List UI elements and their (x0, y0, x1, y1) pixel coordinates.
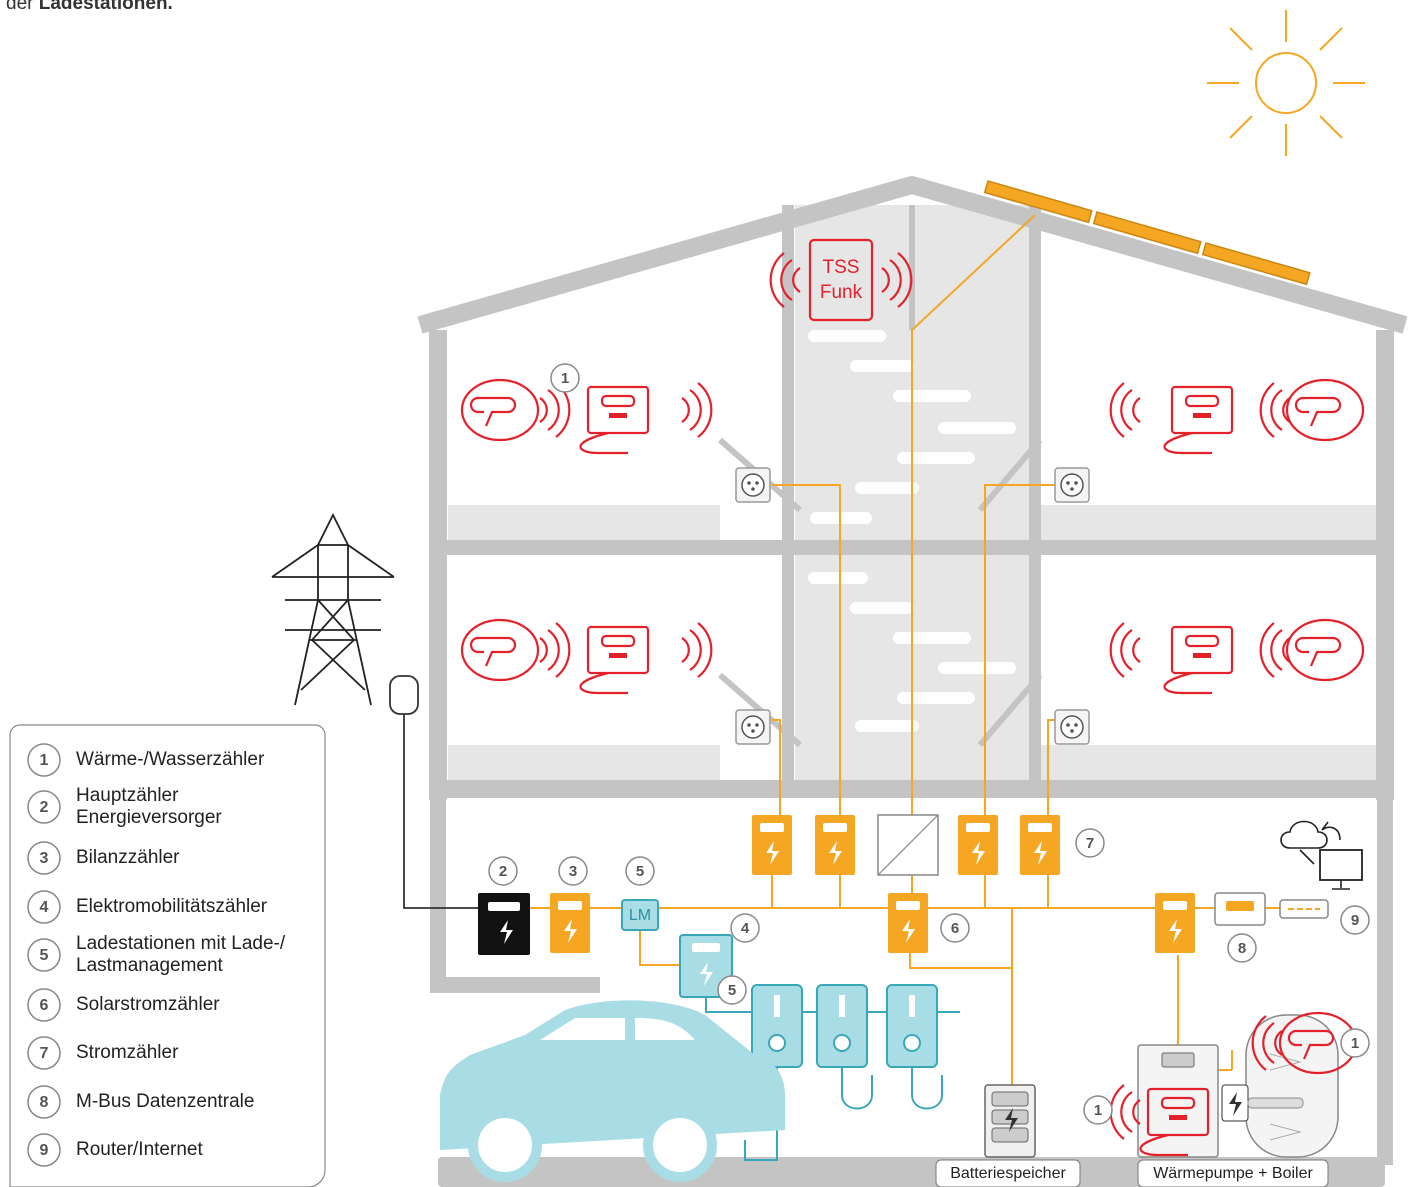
legend-label: Elektromobilitätszähler (76, 896, 268, 917)
legend-label: Solarstromzähler (76, 994, 220, 1015)
diagram: der Ladestationen. TSS (0, 0, 1418, 1187)
number: 7 (40, 1045, 49, 1062)
power-pylon (272, 515, 394, 705)
number: 4 (40, 899, 49, 916)
number: 3 (40, 850, 49, 867)
number: 2 (499, 863, 507, 880)
connection-box (390, 676, 418, 714)
number: 1 (1094, 1102, 1102, 1119)
battery-label: Batteriespeicher (950, 1165, 1066, 1182)
number: 2 (40, 799, 49, 816)
legend-label: Lastmanagement (76, 955, 224, 976)
legend-label: Wärme-/Wasserzähler (76, 749, 265, 770)
number: 8 (40, 1094, 49, 1111)
number: 1 (1351, 1035, 1359, 1052)
meters (478, 815, 1362, 955)
legend-label: Stromzähler (76, 1042, 179, 1063)
legend-label: Energieversorger (76, 807, 222, 828)
number: 9 (1351, 912, 1359, 929)
number: 1 (40, 752, 49, 769)
header-prefix: der (6, 0, 34, 14)
heat-pump-boiler (1111, 1013, 1356, 1157)
lm-label: LM (629, 907, 651, 924)
number: 5 (40, 947, 49, 964)
sun (1207, 10, 1365, 156)
legend-label: Ladestationen mit Lade-/ (76, 933, 286, 954)
legend-label: Bilanzzähler (76, 847, 180, 868)
number: 4 (741, 920, 750, 937)
battery (985, 1085, 1035, 1157)
header: der Ladestationen. (6, 0, 173, 14)
number: 1 (561, 370, 569, 387)
number: 9 (40, 1142, 49, 1159)
number: 5 (636, 863, 644, 880)
legend-label: M-Bus Datenzentrale (76, 1091, 254, 1112)
number: 6 (40, 997, 49, 1014)
number: 6 (951, 920, 959, 937)
number: 3 (569, 863, 577, 880)
number: 7 (1086, 835, 1094, 852)
legend-label: Router/Internet (76, 1139, 203, 1160)
radio-label: TSS (823, 257, 860, 278)
radio-label: Funk (820, 282, 863, 303)
heat-pump-label: Wärmepumpe + Boiler (1153, 1165, 1313, 1182)
number: 8 (1238, 940, 1246, 957)
header-bold: Ladestationen. (39, 0, 173, 14)
number: 5 (728, 982, 736, 999)
legend-label: Hauptzähler (76, 785, 179, 806)
